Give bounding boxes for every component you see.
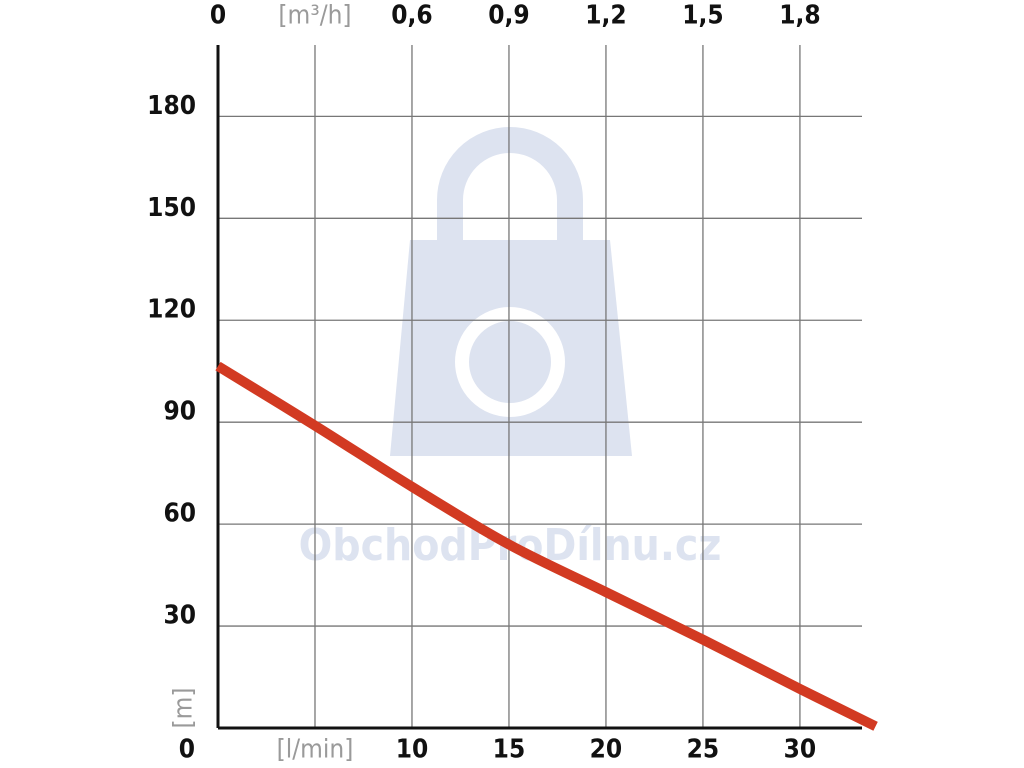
logo-bag: [390, 240, 632, 456]
y-tick-label: 120: [147, 295, 196, 325]
logo-handle: [437, 127, 583, 240]
x-tick-label: 10: [396, 735, 429, 765]
x2-axis-label: [m³/h]: [278, 1, 351, 31]
x-tick-label: 30: [784, 735, 817, 765]
y-axis-label: [m]: [169, 687, 199, 728]
x2-tick-label: 0,6: [391, 1, 432, 31]
y-tick-label: 90: [163, 397, 196, 427]
y-tick-label: 180: [147, 91, 196, 121]
x2-tick-label: 1,5: [682, 1, 723, 31]
x2-tick-label: 0,9: [488, 1, 529, 31]
y-tick-label: 0: [179, 735, 195, 765]
curve: [215, 361, 878, 731]
x-tick-label: 25: [687, 735, 720, 765]
x2-tick-label: 0: [210, 1, 226, 31]
logo-ring: [455, 307, 565, 417]
x-axis-label: [l/min]: [277, 735, 354, 765]
x2-tick-label: 1,2: [585, 1, 626, 31]
x-tick-label: 15: [493, 735, 526, 765]
y-tick-label: 150: [147, 193, 196, 223]
x-tick-label: 20: [590, 735, 623, 765]
y-tick-label: 60: [163, 499, 196, 529]
x2-tick-label: 1,8: [779, 1, 820, 31]
watermark-logo: [390, 127, 632, 456]
y-tick-label: 30: [163, 601, 196, 631]
